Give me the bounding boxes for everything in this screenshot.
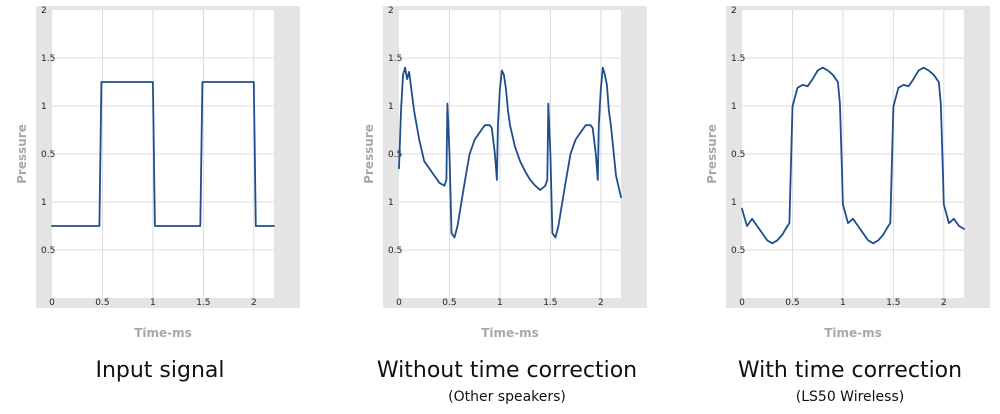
x-axis-label: Time-ms bbox=[134, 326, 192, 340]
chart-panel-without-correction: 0.5 1 0.5 1 1.5 2 0 0.5 1 1.5 2 Pressure Time-ms Wit… bbox=[357, 0, 657, 414]
x-tick-label: 1.5 bbox=[886, 298, 900, 308]
y-tick-label: 2 bbox=[41, 6, 47, 16]
y-tick-label: 2 bbox=[731, 6, 737, 16]
y-tick-label: 2 bbox=[388, 6, 394, 16]
x-tick-label: 1 bbox=[840, 298, 846, 308]
chart-panel-input-signal: 0.5 1 0.5 1 1.5 2 0 0.5 1 1.5 2 Pressure Time-ms Inp… bbox=[10, 0, 310, 414]
y-tick-label: 1 bbox=[731, 198, 737, 208]
y-tick-label: 1 bbox=[41, 102, 47, 112]
x-tick-label: 0.5 bbox=[785, 298, 799, 308]
y-tick-label: 1.5 bbox=[731, 54, 745, 64]
chart-panel-with-correction: 0.5 1 0.5 1 1.5 2 0 0.5 1 1.5 2 Pressure Time-ms Wit… bbox=[700, 0, 1000, 414]
y-tick-label: 1.5 bbox=[388, 54, 402, 64]
x-tick-label: 0 bbox=[396, 298, 402, 308]
series-line bbox=[741, 66, 965, 245]
x-axis-label: Time-ms bbox=[481, 326, 539, 340]
y-tick-label: 0.5 bbox=[731, 150, 745, 160]
chart-subcaption: (LS50 Wireless) bbox=[795, 389, 905, 405]
x-tick-label: 1.5 bbox=[196, 298, 210, 308]
chart-caption: Input signal bbox=[95, 358, 225, 383]
chart-subcaption: (Other speakers) bbox=[448, 389, 566, 405]
y-tick-label: 0.5 bbox=[388, 246, 402, 256]
series-line bbox=[51, 81, 275, 227]
chart-svg: 0.5 1 0.5 1 1.5 2 0 0.5 1 1.5 2 Pressure Time-ms bbox=[705, 6, 990, 340]
y-tick-label: 1 bbox=[731, 102, 737, 112]
x-tick-label: 1 bbox=[497, 298, 503, 308]
x-tick-label: 0.5 bbox=[95, 298, 109, 308]
x-tick-label: 2 bbox=[251, 298, 257, 308]
series-line bbox=[398, 66, 622, 239]
y-tick-label: 1 bbox=[388, 102, 394, 112]
y-axis-label: Pressure bbox=[362, 124, 376, 184]
y-tick-label: 0.5 bbox=[388, 150, 402, 160]
y-tick-label: 0.5 bbox=[41, 150, 55, 160]
y-tick-label: 0.5 bbox=[41, 246, 55, 256]
chart-svg: 0.5 1 0.5 1 1.5 2 0 0.5 1 1.5 2 Pressure Time-ms bbox=[15, 6, 300, 340]
y-axis-label: Pressure bbox=[705, 124, 719, 184]
chart-svg: 0.5 1 0.5 1 1.5 2 0 0.5 1 1.5 2 Pressure Time-ms bbox=[362, 6, 647, 340]
y-tick-label: 1 bbox=[388, 198, 394, 208]
y-tick-label: 0.5 bbox=[731, 246, 745, 256]
x-tick-label: 1 bbox=[150, 298, 156, 308]
x-tick-label: 2 bbox=[941, 298, 947, 308]
y-axis-label: Pressure bbox=[15, 124, 29, 184]
x-tick-label: 1.5 bbox=[543, 298, 557, 308]
y-tick-label: 1.5 bbox=[41, 54, 55, 64]
x-tick-label: 0 bbox=[739, 298, 745, 308]
x-tick-label: 2 bbox=[598, 298, 604, 308]
chart-caption: Without time correction bbox=[376, 358, 638, 383]
x-tick-label: 0 bbox=[49, 298, 55, 308]
x-tick-label: 0.5 bbox=[442, 298, 456, 308]
y-tick-label: 1 bbox=[41, 198, 47, 208]
chart-caption: With time correction bbox=[737, 358, 963, 383]
x-axis-label: Time-ms bbox=[824, 326, 882, 340]
